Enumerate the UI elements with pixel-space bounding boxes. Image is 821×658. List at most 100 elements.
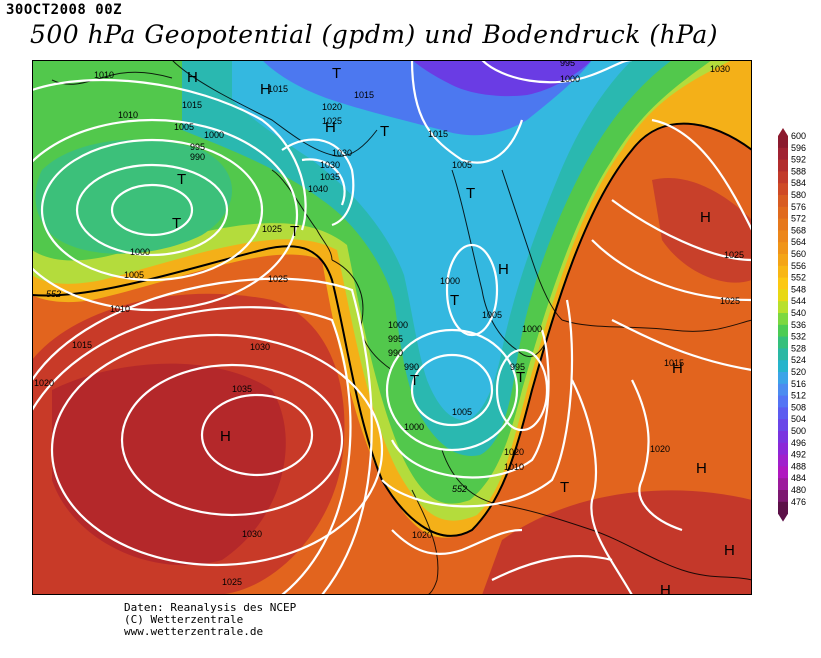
legend-swatch — [778, 159, 788, 172]
legend-tick-label: 512 — [791, 391, 806, 401]
pressure-markers: H H T T T T T T H H H T T T H H H H T H — [172, 65, 735, 595]
legend-tick-label: 564 — [791, 237, 806, 247]
legend-swatch — [778, 195, 788, 208]
pressure-marker: T — [410, 372, 419, 389]
pressure-marker: T — [466, 185, 475, 202]
isobar-label: 1025 — [222, 577, 242, 587]
isobar-label: 1030 — [332, 148, 352, 158]
isobar-label: 1020 — [412, 530, 432, 540]
pressure-marker: T — [516, 369, 525, 386]
isobar-label: 1020 — [34, 378, 54, 388]
pressure-marker: T — [332, 65, 341, 82]
isobar-label: 995 — [560, 60, 575, 68]
legend-swatch — [778, 183, 788, 196]
legend-swatch — [778, 442, 788, 456]
legend-swatch — [778, 147, 788, 161]
isobar-label: 1025 — [724, 250, 744, 260]
footer-credits: Daten: Reanalysis des NCEP (C) Wetterzen… — [124, 602, 296, 638]
legend-tick-label: 580 — [791, 190, 806, 200]
isobar-label: 1000 — [522, 324, 542, 334]
isobar-label-group-b: 1000 995 990 1000 1005 1000 995 990 1005… — [222, 60, 744, 587]
isobar-label: 1040 — [308, 184, 328, 194]
pressure-marker: H — [724, 542, 735, 559]
legend-swatch — [778, 395, 788, 408]
legend-swatch — [778, 324, 788, 338]
isobar-label: 1025 — [720, 296, 740, 306]
legend-swatch — [778, 289, 788, 302]
map-canvas: 1010 1015 1010 1005 1000 995 990 1015 10… — [32, 60, 752, 595]
isobar-label: 995 — [388, 334, 403, 344]
legend-tick-label: 576 — [791, 202, 806, 212]
pressure-marker: T — [172, 215, 181, 232]
legend-tick-label: 568 — [791, 225, 806, 235]
isobar-label: 1030 — [710, 64, 730, 74]
footer-website[interactable]: www.wetterzentrale.de — [124, 625, 264, 638]
legend-tick-label: 484 — [791, 473, 806, 483]
isobar-label: 1015 — [182, 100, 202, 110]
pressure-marker: H — [498, 261, 509, 278]
legend-swatch — [778, 313, 788, 326]
pressure-marker: H — [700, 209, 711, 226]
pressure-marker: T — [290, 223, 299, 240]
isobar-label: 1030 — [320, 160, 340, 170]
color-legend: 600 596 592 588 584 580 576 572 568 564 560 556 552 5… — [766, 128, 818, 528]
isobar-label: 1015 — [354, 90, 374, 100]
isobar-label: 1015 — [268, 84, 288, 94]
field-violet — [412, 60, 592, 97]
map-datetime: 30OCT2008 00Z — [6, 2, 123, 18]
legend-tick-label: 532 — [791, 332, 806, 342]
legend-swatch — [778, 478, 788, 491]
legend-tick-label: 592 — [791, 155, 806, 165]
isobar-label: 1010 — [118, 110, 138, 120]
isobar-label: 1020 — [650, 444, 670, 454]
isobar-label: 1000 — [388, 320, 408, 330]
isoline-552 — [32, 122, 752, 537]
legend-canvas: 6005965925885845805765725685645605565525… — [778, 128, 806, 522]
pressure-marker: H — [660, 582, 671, 595]
isobar-label: 1000 — [440, 276, 460, 286]
map-frame — [32, 60, 752, 595]
legend-swatch — [778, 336, 788, 349]
isobar-label: 1005 — [124, 270, 144, 280]
geopotential-label: 552 — [452, 484, 467, 494]
isobar-label: 1030 — [250, 342, 270, 352]
legend-swatch — [778, 360, 788, 373]
legend-swatch — [778, 242, 788, 255]
legend-tick-label: 556 — [791, 261, 806, 271]
legend-tick-label: 476 — [791, 497, 806, 507]
footer-data-source: Daten: Reanalysis des NCEP — [124, 601, 297, 614]
isobar-label: 1035 — [232, 384, 252, 394]
legend-swatch — [778, 490, 788, 503]
pressure-marker: T — [177, 171, 186, 188]
pressure-marker: H — [672, 360, 683, 377]
legend-tick-label: 560 — [791, 249, 806, 259]
legend-swatch — [778, 171, 788, 184]
isobar-label: 1010 — [110, 304, 130, 314]
isobar-label: 990 — [388, 348, 403, 358]
isobar-label: 1005 — [452, 160, 472, 170]
legend-swatch — [778, 431, 788, 444]
legend-tick-label: 540 — [791, 308, 806, 318]
isobar-label: 1015 — [72, 340, 92, 350]
legend-tick-label: 492 — [791, 450, 806, 460]
geopotential-labels: 552 552 — [46, 289, 467, 494]
legend-tick-label: 516 — [791, 379, 806, 389]
legend-arrow-top — [778, 128, 788, 136]
isobar-label: 1000 — [204, 130, 224, 140]
pressure-marker: H — [220, 428, 231, 445]
isobar-label: 1015 — [428, 129, 448, 139]
legend-tick-label: 524 — [791, 355, 806, 365]
isobar-label: 1000 — [130, 247, 150, 257]
isobars — [32, 60, 752, 595]
legend-tick-label: 508 — [791, 402, 806, 412]
legend-swatch — [778, 372, 788, 385]
legend-swatch — [778, 206, 788, 220]
pressure-marker: H — [260, 81, 271, 98]
legend-tick-label: 536 — [791, 320, 806, 330]
isobar-label: 995 — [510, 362, 525, 372]
legend-swatch — [778, 265, 788, 279]
legend-swatch — [778, 348, 788, 361]
isobar-label: 1005 — [452, 407, 472, 417]
isobar-label: 1020 — [322, 102, 342, 112]
pressure-marker: H — [696, 460, 707, 477]
